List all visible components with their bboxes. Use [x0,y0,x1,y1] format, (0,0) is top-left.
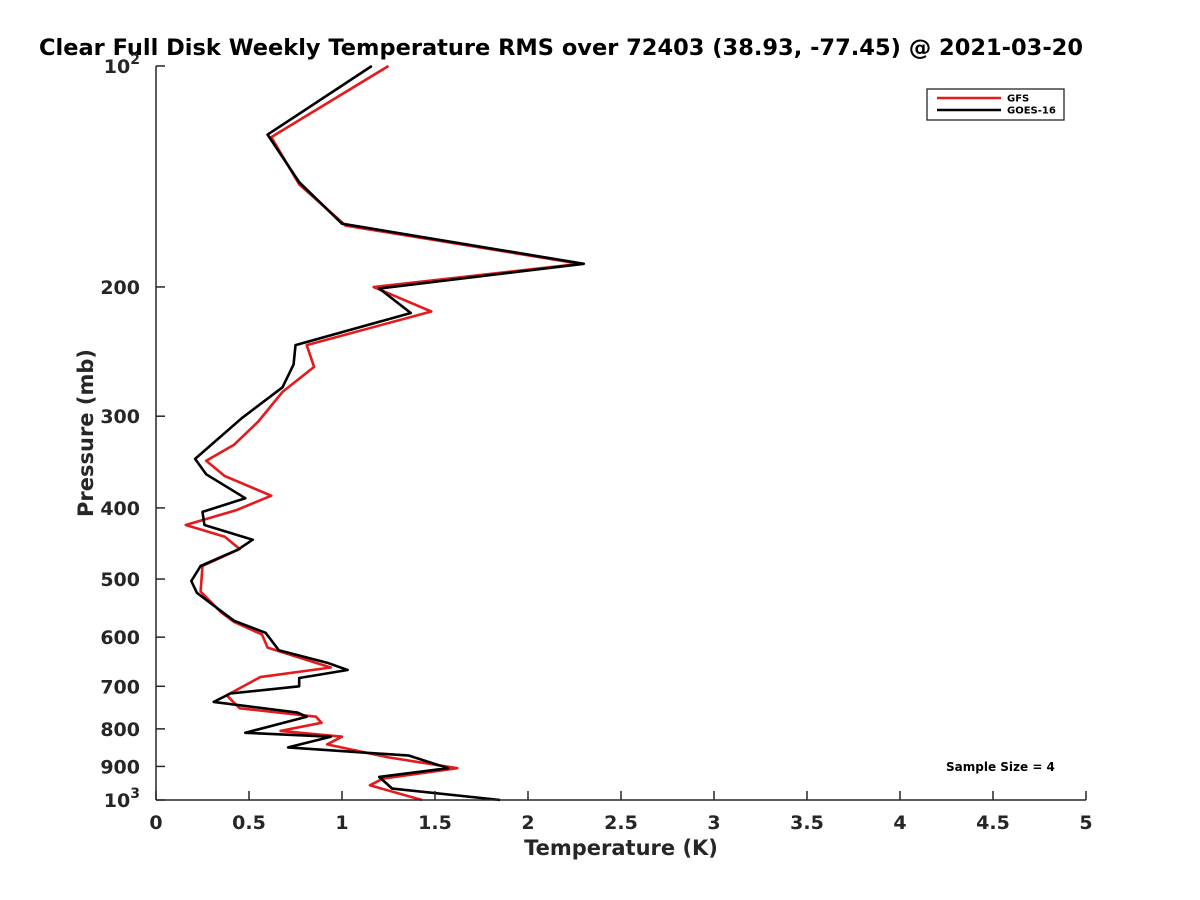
y-tick-label: 300 [100,406,140,428]
x-tick-label: 1 [335,812,348,834]
legend-box [926,88,1065,121]
y-ticks: 102 200 300 400 500 600 700 800 900 103 [100,52,165,812]
chart-title: Clear Full Disk Weekly Temperature RMS o… [39,35,1083,61]
x-tick-label: 5 [1079,812,1092,834]
series-line-gfs [184,64,582,802]
y-tick-label: 900 [100,756,140,778]
legend: GFS GOES-16 [926,88,1065,121]
legend-label-gfs: GFS [1007,94,1029,105]
y-tick-label: 103 [104,786,140,812]
y-tick-label: 600 [100,627,140,649]
sample-size-annotation: Sample Size = 4 [946,760,1055,774]
x-tick-label: 4 [893,812,906,834]
y-tick-label: 700 [100,676,140,698]
x-tick-label: 3.5 [790,812,824,834]
y-tick-label: 200 [100,277,140,299]
x-tick-label: 4.5 [976,812,1010,834]
y-axis-label: Pressure (mb) [74,349,98,517]
legend-label-goes16: GOES-16 [1007,106,1056,117]
x-tick-label: 2.5 [604,812,638,834]
x-tick-label: 2 [521,812,534,834]
series-layer [184,64,586,802]
y-tick-label: 400 [100,498,140,520]
y-tick-label: 500 [100,569,140,591]
x-tick-label: 1.5 [418,812,452,834]
y-tick-label: 102 [104,52,140,78]
y-tick-label: 800 [100,719,140,741]
series-line-goes16 [190,64,586,802]
x-tick-label: 3 [707,812,720,834]
x-axis-label: Temperature (K) [524,836,718,860]
x-ticks: 0 0.5 1 1.5 2 2.5 3 3.5 4 4.5 5 [149,791,1093,834]
x-tick-label: 0 [149,812,162,834]
x-tick-label: 0.5 [232,812,266,834]
